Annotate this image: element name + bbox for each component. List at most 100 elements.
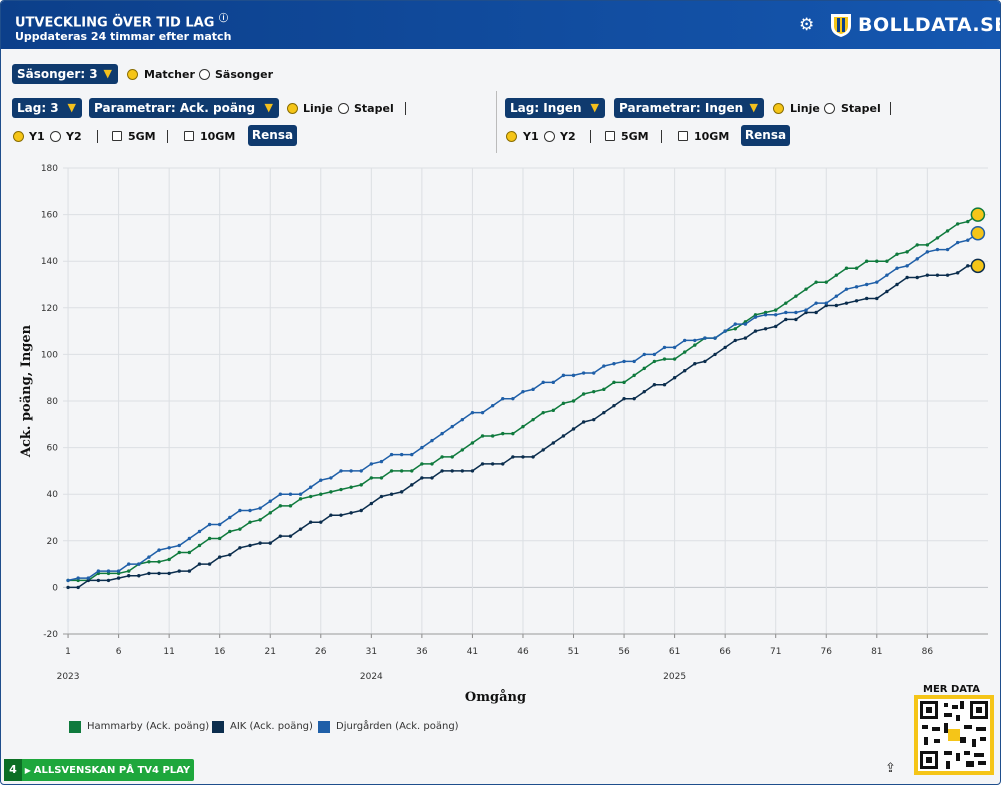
x-tick-label: 86 xyxy=(922,647,934,657)
tv4-banner[interactable]: 4 ▶ ALLSVENSKAN PÅ TV4 PLAY xyxy=(4,759,194,781)
data-point xyxy=(389,452,394,457)
data-point xyxy=(308,494,313,499)
mode-matcher-radio[interactable] xyxy=(127,69,138,80)
data-point xyxy=(733,322,737,326)
left-param-dropdown[interactable]: Parametrar: Ack. poäng ▼ xyxy=(89,98,279,118)
data-point xyxy=(116,569,121,573)
data-point xyxy=(420,462,424,466)
data-point xyxy=(864,296,869,301)
left-stapel-radio[interactable] xyxy=(338,103,349,114)
data-point xyxy=(814,301,818,305)
data-point xyxy=(268,511,272,515)
data-point xyxy=(76,576,80,580)
data-point xyxy=(763,310,768,315)
qr-code-icon[interactable] xyxy=(914,695,994,775)
data-point xyxy=(652,382,657,387)
data-point xyxy=(268,499,272,503)
data-point xyxy=(531,417,535,422)
data-point xyxy=(288,504,293,508)
x-tick-label: 51 xyxy=(568,647,579,657)
data-point xyxy=(147,560,151,564)
data-point xyxy=(187,536,192,541)
left-team-dropdown[interactable]: Lag: 3 ▼ xyxy=(12,98,82,118)
data-point xyxy=(753,313,758,317)
left-reset-button[interactable]: Rensa xyxy=(248,125,297,146)
x-tick-label: 56 xyxy=(618,647,630,657)
legend-hammarby[interactable]: Hammarby (Ack. poäng) xyxy=(87,721,210,732)
share-icon[interactable]: ⇪ xyxy=(885,761,896,776)
data-point xyxy=(228,553,232,557)
data-point xyxy=(137,574,141,578)
data-point xyxy=(733,338,737,343)
legend-swatch-djurgarden[interactable] xyxy=(318,721,330,733)
data-point xyxy=(905,275,909,280)
mer-data-label: MER DATA xyxy=(923,684,981,695)
data-point xyxy=(369,462,374,466)
seasons-dropdown[interactable]: Säsonger: 3 ▼ xyxy=(12,64,118,84)
right-stapel-label: Stapel xyxy=(841,102,881,115)
data-point xyxy=(844,287,849,291)
data-point xyxy=(541,410,545,415)
data-point xyxy=(693,362,697,366)
data-point xyxy=(955,240,960,245)
info-icon[interactable]: ⓘ xyxy=(218,14,228,24)
data-point xyxy=(854,266,859,270)
data-point xyxy=(329,513,333,517)
data-point xyxy=(662,357,667,361)
legend-swatch-aik[interactable] xyxy=(212,721,224,733)
data-point xyxy=(147,555,151,559)
data-point xyxy=(127,569,131,573)
left-linje-radio[interactable] xyxy=(287,103,298,114)
right-team-dropdown[interactable]: Lag: Ingen ▼ xyxy=(505,98,605,118)
right-y1-radio[interactable] xyxy=(506,131,517,142)
data-point xyxy=(824,303,828,308)
y-tick-label: 60 xyxy=(47,444,59,454)
right-linje-radio[interactable] xyxy=(773,103,784,114)
y-tick-label: 40 xyxy=(47,490,59,500)
legend-swatch-hammarby[interactable] xyxy=(69,721,81,733)
legend-aik[interactable]: AIK (Ack. poäng) xyxy=(230,721,313,732)
left-y2-radio[interactable] xyxy=(50,131,61,142)
data-point xyxy=(76,578,80,583)
x-tick-label: 11 xyxy=(163,647,174,657)
left-10gm-checkbox[interactable] xyxy=(184,131,194,141)
right-param-dropdown[interactable]: Parametrar: Ingen ▼ xyxy=(614,98,764,118)
data-point xyxy=(157,560,161,564)
left-5gm-checkbox[interactable] xyxy=(112,131,122,141)
data-point xyxy=(420,476,424,480)
data-point xyxy=(854,299,859,303)
brand-logo[interactable]: BOLLDATA.SE xyxy=(858,14,1001,36)
data-point xyxy=(794,317,798,322)
data-point xyxy=(339,469,343,473)
right-5gm-checkbox[interactable] xyxy=(605,131,615,141)
left-y1-radio[interactable] xyxy=(13,131,24,142)
data-point xyxy=(399,452,404,457)
right-10gm-checkbox[interactable] xyxy=(678,131,688,141)
data-point xyxy=(551,380,556,385)
data-point xyxy=(753,329,758,333)
data-point xyxy=(561,373,566,378)
mode-sasonger-radio[interactable] xyxy=(199,69,210,80)
right-5gm-label: 5GM xyxy=(621,130,649,143)
data-point xyxy=(652,352,657,357)
data-point xyxy=(652,359,657,364)
legend-djurgarden[interactable]: Djurgården (Ack. poäng) xyxy=(336,721,459,732)
data-point xyxy=(359,508,363,513)
right-stapel-radio[interactable] xyxy=(824,103,835,114)
data-point xyxy=(470,441,475,445)
y-axis-label: Ack. poäng, Ingen xyxy=(19,324,34,458)
data-point xyxy=(864,282,869,287)
data-point xyxy=(147,571,151,576)
separator xyxy=(167,130,168,143)
left-y1-label: Y1 xyxy=(29,130,45,143)
data-point xyxy=(258,541,262,545)
data-point xyxy=(581,371,586,375)
data-point xyxy=(763,327,768,331)
right-reset-button[interactable]: Rensa xyxy=(741,125,790,146)
data-point xyxy=(672,357,677,361)
data-point xyxy=(592,389,596,394)
data-point xyxy=(288,492,293,496)
team-badge-icon xyxy=(970,207,986,222)
right-y2-radio[interactable] xyxy=(544,131,555,142)
gear-icon[interactable]: ⚙ xyxy=(799,15,815,35)
